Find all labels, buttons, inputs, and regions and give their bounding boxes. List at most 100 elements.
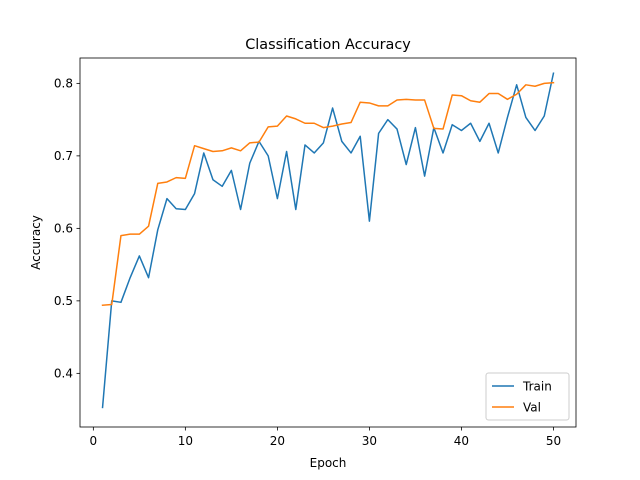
data-point-val [286,115,288,117]
data-point-train [148,277,150,279]
x-tick-label: 30 [362,434,377,448]
data-point-train [534,130,536,132]
data-point-val [424,99,426,101]
legend: Train Val [485,372,570,421]
data-point-train [544,115,546,117]
data-point-train [175,208,177,210]
data-point-train [442,152,444,154]
data-point-val [240,150,242,152]
data-point-train [470,123,472,125]
data-point-train [267,155,269,157]
data-point-val [139,233,141,235]
data-point-train [231,170,233,172]
plot-area [80,58,576,427]
x-tick-label: 0 [90,434,98,448]
legend-label-val: Val [523,400,541,414]
data-point-val [534,86,536,88]
data-point-val [359,101,361,103]
data-point-train [479,141,481,143]
data-point-val [479,101,481,103]
x-tick-label: 50 [546,434,561,448]
data-point-train [139,255,141,257]
data-point-train [369,220,371,222]
data-point-val [332,125,334,127]
data-point-val [231,147,233,149]
data-point-train [378,133,380,135]
data-point-val [470,100,472,102]
plot-frame [79,57,577,428]
data-point-val [203,148,205,150]
data-point-val [544,83,546,85]
data-point-train [194,193,196,195]
data-point-val [212,151,214,153]
data-point-train [396,128,398,130]
series-layer [101,72,555,409]
data-point-train [350,152,352,154]
data-point-val [313,123,315,125]
data-point-train [295,209,297,211]
y-tick-label: 0.4 [54,367,73,381]
data-point-val [129,233,131,235]
data-point-train [304,144,306,146]
data-point-val [387,105,389,107]
legend-label-train: Train [522,379,552,393]
data-point-train [249,162,251,164]
y-tick-label: 0.6 [54,222,73,236]
y-axis-label: Accuracy [29,215,43,270]
data-point-train [553,72,555,74]
data-point-val [175,177,177,179]
data-point-train [516,84,518,86]
data-point-train [387,119,389,121]
data-point-train [525,117,527,119]
data-point-val [221,150,223,152]
series-val [101,81,555,307]
data-point-train [488,123,490,125]
data-point-train [359,136,361,138]
data-point-val [258,141,260,143]
data-point-val [341,123,343,125]
series-train [101,72,555,409]
data-point-val [405,99,407,101]
data-point-val [350,122,352,124]
x-axis-label: Epoch [310,456,347,470]
data-point-val [194,145,196,147]
data-point-train [405,164,407,166]
data-point-train [451,124,453,126]
data-point-train [185,209,187,211]
data-point-train [332,107,334,109]
data-point-train [102,407,104,409]
data-point-val [516,94,518,96]
data-point-train [203,152,205,154]
data-point-train [286,151,288,153]
data-point-val [525,84,527,86]
data-point-val [185,178,187,180]
y-axis-ticks: 0.4 0.5 0.6 0.7 0.8 [54,77,80,381]
data-point-val [304,123,306,125]
data-point-val [295,118,297,120]
data-point-val [507,99,509,101]
x-tick-label: 10 [178,434,193,448]
data-point-val [369,102,371,104]
data-point-train [415,127,417,129]
data-point-val [166,181,168,183]
data-point-val [267,126,269,128]
data-point-val [396,99,398,101]
data-point-train [120,302,122,304]
data-point-val [277,125,279,127]
data-point-val [497,93,499,95]
y-tick-label: 0.7 [54,149,73,163]
data-point-val [553,82,555,84]
data-point-train [166,198,168,200]
data-point-val [102,304,104,306]
data-point-train [221,186,223,188]
x-tick-label: 20 [270,434,285,448]
data-point-val [488,93,490,95]
data-point-val [120,235,122,237]
data-point-val [111,304,113,306]
data-point-train [240,209,242,211]
data-point-train [323,142,325,144]
data-point-train [212,179,214,181]
data-point-train [277,198,279,200]
y-tick-label: 0.8 [54,77,73,91]
